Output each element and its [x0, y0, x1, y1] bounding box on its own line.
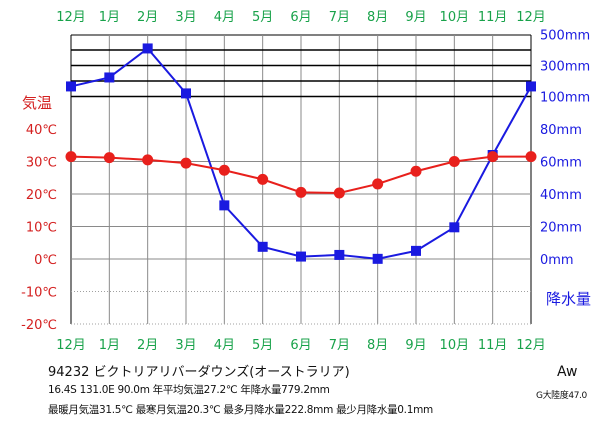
precipitation-point — [296, 251, 306, 262]
precipitation-tick-label: 100mm — [540, 91, 590, 106]
month-label-bottom: 3月 — [175, 338, 196, 353]
temperature-point — [103, 152, 115, 164]
month-label-bottom: 5月 — [252, 338, 273, 353]
precipitation-point — [372, 253, 383, 264]
month-label-bottom: 11月 — [478, 338, 508, 353]
month-label-top: 3月 — [175, 10, 196, 25]
month-label-top: 1月 — [99, 10, 120, 25]
temperature-series — [65, 151, 537, 199]
precipitation-tick-label: 80mm — [540, 123, 582, 138]
temperature-point — [487, 151, 499, 163]
month-label-bottom: 10月 — [440, 338, 470, 353]
temperature-point — [525, 151, 537, 163]
precipitation-point — [411, 245, 421, 256]
temperature-point — [65, 151, 77, 163]
temperature-point — [295, 186, 307, 198]
month-label-bottom: 12月 — [56, 338, 86, 353]
precipitation-point — [257, 241, 268, 252]
month-label-bottom: 9月 — [405, 338, 426, 353]
precipitation-point — [181, 88, 191, 99]
precipitation-tick-label: 60mm — [540, 156, 582, 171]
precipitation-series — [66, 43, 536, 264]
precipitation-tick-label: 0mm — [540, 253, 574, 268]
precipitation-point — [104, 72, 115, 83]
precipitation-tick-label: 300mm — [540, 60, 590, 75]
month-label-bottom: 12月 — [516, 338, 546, 353]
month-label-top: 8月 — [367, 10, 388, 25]
month-label-top: 12月 — [516, 10, 546, 25]
month-label-bottom: 1月 — [99, 338, 120, 353]
precipitation-tick-label: 500mm — [540, 29, 590, 44]
station-name: 94232 ビクトリアリバーダウンズ(オーストラリア) — [48, 365, 350, 380]
month-label-bottom: 6月 — [290, 338, 311, 353]
month-label-bottom: 7月 — [329, 338, 350, 353]
summary-line-1: 16.4S 131.0E 90.0m 年平均気温27.2℃ 年降水量779.2m… — [48, 384, 330, 396]
month-label-bottom: 4月 — [214, 338, 235, 353]
precipitation-point — [142, 43, 153, 54]
precipitation-axis-title: 降水量 — [546, 290, 591, 308]
precipitation-point — [526, 81, 536, 92]
month-label-top: 6月 — [290, 10, 311, 25]
precipitation-point — [334, 249, 345, 260]
precipitation-axis: 500mm 300mm 100mm 80mm 60mm 40mm 20mm 0mm 降水量 — [540, 29, 591, 309]
month-label-top: 7月 — [329, 10, 350, 25]
temperature-point — [410, 165, 422, 177]
temperature-point — [372, 178, 384, 190]
chart-grid — [70, 34, 532, 325]
precipitation-tick-label: 40mm — [540, 188, 582, 203]
month-labels-top: 12月 1月 2月 3月 4月 5月 6月 7月 8月 9月 10月 11月 12月 — [56, 10, 546, 25]
temperature-point — [257, 173, 269, 185]
month-label-top: 11月 — [478, 10, 508, 25]
month-label-top: 2月 — [137, 10, 158, 25]
temperature-tick-label: 10℃ — [26, 221, 57, 236]
temperature-point — [448, 156, 460, 167]
month-label-bottom: 8月 — [367, 338, 388, 353]
temperature-tick-label: -10℃ — [21, 286, 57, 301]
precipitation-tick-label: 20mm — [540, 221, 582, 236]
temperature-tick-label: -20℃ — [21, 318, 57, 333]
temperature-point — [180, 157, 192, 169]
precipitation-point — [66, 81, 76, 92]
continentality-index: G大陸度47.0 — [536, 391, 587, 401]
precipitation-point — [219, 200, 230, 211]
climate-classification: Aw — [557, 364, 578, 380]
temperature-tick-label: 40℃ — [26, 123, 57, 138]
month-labels-bottom: 12月 1月 2月 3月 4月 5月 6月 7月 8月 9月 10月 11月 12月 — [56, 338, 546, 353]
temperature-point — [218, 164, 230, 176]
temperature-tick-label: 30℃ — [26, 156, 57, 171]
temperature-tick-label: 0℃ — [34, 253, 57, 268]
month-label-top: 5月 — [252, 10, 273, 25]
temperature-axis-title: 気温 — [22, 94, 52, 112]
temperature-tick-label: 20℃ — [26, 188, 57, 203]
month-label-top: 4月 — [214, 10, 235, 25]
summary-line-2: 最暖月気温31.5℃ 最寒月気温20.3℃ 最多月降水量222.8mm 最少月降… — [48, 404, 433, 416]
temperature-point — [142, 154, 154, 166]
precipitation-point — [449, 222, 460, 233]
month-label-bottom: 2月 — [137, 338, 158, 353]
month-label-top: 10月 — [440, 10, 470, 25]
temperature-point — [333, 187, 345, 199]
month-label-top: 9月 — [405, 10, 426, 25]
month-label-top: 12月 — [56, 10, 86, 25]
temperature-axis: 気温 40℃ 30℃ 20℃ 10℃ 0℃ -10℃ -20℃ — [21, 94, 57, 333]
